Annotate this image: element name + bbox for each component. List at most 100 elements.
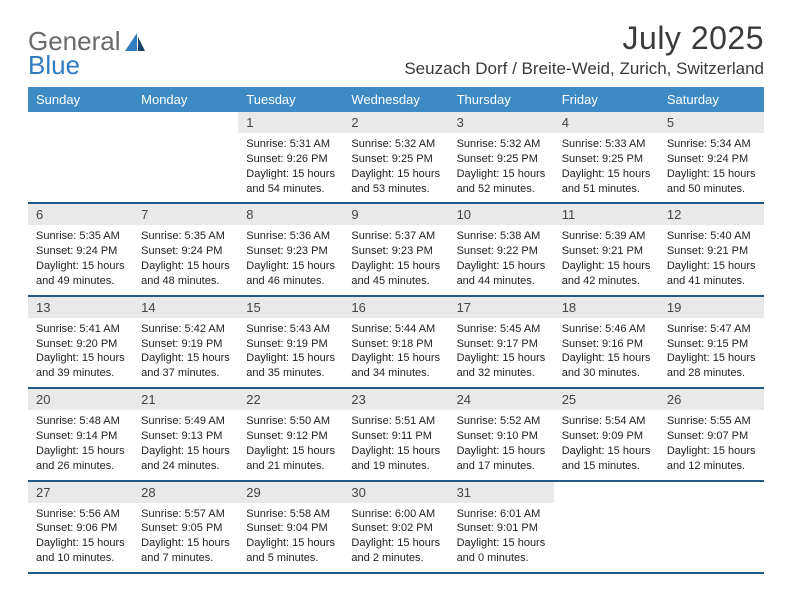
day-number — [659, 482, 764, 488]
day-number: 28 — [133, 482, 238, 503]
day-number: 18 — [554, 297, 659, 318]
day-cell: 19Sunrise: 5:47 AMSunset: 9:15 PMDayligh… — [659, 297, 764, 387]
sunset-text: Sunset: 9:16 PM — [562, 337, 651, 352]
day-cell: 28Sunrise: 5:57 AMSunset: 9:05 PMDayligh… — [133, 482, 238, 572]
day-number: 11 — [554, 204, 659, 225]
day-number: 31 — [449, 482, 554, 503]
sunrise-text: Sunrise: 5:35 AM — [141, 229, 230, 244]
sunrise-text: Sunrise: 5:46 AM — [562, 322, 651, 337]
weekday-label: Sunday — [28, 87, 133, 112]
day-number: 19 — [659, 297, 764, 318]
day-body: Sunrise: 5:48 AMSunset: 9:14 PMDaylight:… — [28, 410, 133, 479]
daylight-text: Daylight: 15 hours — [667, 444, 756, 459]
weekday-header: SundayMondayTuesdayWednesdayThursdayFrid… — [28, 87, 764, 112]
day-number — [554, 482, 659, 488]
day-number: 10 — [449, 204, 554, 225]
day-cell: 11Sunrise: 5:39 AMSunset: 9:21 PMDayligh… — [554, 204, 659, 294]
day-number: 9 — [343, 204, 448, 225]
sunset-text: Sunset: 9:25 PM — [457, 152, 546, 167]
daylight-text: Daylight: 15 hours — [351, 167, 440, 182]
sunset-text: Sunset: 9:21 PM — [667, 244, 756, 259]
daylight-text: Daylight: 15 hours — [667, 351, 756, 366]
sunrise-text: Sunrise: 5:33 AM — [562, 137, 651, 152]
day-number: 1 — [238, 112, 343, 133]
sunrise-text: Sunrise: 5:37 AM — [351, 229, 440, 244]
daylight-text-2: and 2 minutes. — [351, 551, 440, 566]
daylight-text-2: and 30 minutes. — [562, 366, 651, 381]
daylight-text-2: and 44 minutes. — [457, 274, 546, 289]
daylight-text: Daylight: 15 hours — [141, 259, 230, 274]
sunset-text: Sunset: 9:23 PM — [351, 244, 440, 259]
daylight-text-2: and 21 minutes. — [246, 459, 335, 474]
day-number: 17 — [449, 297, 554, 318]
sunset-text: Sunset: 9:24 PM — [141, 244, 230, 259]
daylight-text-2: and 0 minutes. — [457, 551, 546, 566]
weekday-label: Wednesday — [343, 87, 448, 112]
sunset-text: Sunset: 9:20 PM — [36, 337, 125, 352]
daylight-text-2: and 34 minutes. — [351, 366, 440, 381]
day-body: Sunrise: 5:31 AMSunset: 9:26 PMDaylight:… — [238, 133, 343, 202]
day-number: 6 — [28, 204, 133, 225]
sunrise-text: Sunrise: 5:51 AM — [351, 414, 440, 429]
day-cell: 27Sunrise: 5:56 AMSunset: 9:06 PMDayligh… — [28, 482, 133, 572]
day-body: Sunrise: 5:35 AMSunset: 9:24 PMDaylight:… — [133, 225, 238, 294]
day-number: 12 — [659, 204, 764, 225]
weekday-label: Friday — [554, 87, 659, 112]
sunset-text: Sunset: 9:07 PM — [667, 429, 756, 444]
week-row: 1Sunrise: 5:31 AMSunset: 9:26 PMDaylight… — [28, 112, 764, 204]
daylight-text-2: and 48 minutes. — [141, 274, 230, 289]
day-cell — [554, 482, 659, 572]
day-number: 30 — [343, 482, 448, 503]
day-body: Sunrise: 5:58 AMSunset: 9:04 PMDaylight:… — [238, 503, 343, 572]
daylight-text-2: and 37 minutes. — [141, 366, 230, 381]
week-row: 20Sunrise: 5:48 AMSunset: 9:14 PMDayligh… — [28, 389, 764, 481]
sunset-text: Sunset: 9:12 PM — [246, 429, 335, 444]
sunrise-text: Sunrise: 5:54 AM — [562, 414, 651, 429]
sunset-text: Sunset: 9:06 PM — [36, 521, 125, 536]
day-number: 5 — [659, 112, 764, 133]
daylight-text: Daylight: 15 hours — [457, 444, 546, 459]
day-cell: 6Sunrise: 5:35 AMSunset: 9:24 PMDaylight… — [28, 204, 133, 294]
sunset-text: Sunset: 9:02 PM — [351, 521, 440, 536]
daylight-text-2: and 17 minutes. — [457, 459, 546, 474]
day-cell: 8Sunrise: 5:36 AMSunset: 9:23 PMDaylight… — [238, 204, 343, 294]
daylight-text: Daylight: 15 hours — [36, 259, 125, 274]
day-body: Sunrise: 5:45 AMSunset: 9:17 PMDaylight:… — [449, 318, 554, 387]
sunrise-text: Sunrise: 5:49 AM — [141, 414, 230, 429]
daylight-text: Daylight: 15 hours — [667, 167, 756, 182]
weekday-label: Monday — [133, 87, 238, 112]
daylight-text-2: and 41 minutes. — [667, 274, 756, 289]
daylight-text: Daylight: 15 hours — [351, 259, 440, 274]
sunrise-text: Sunrise: 5:31 AM — [246, 137, 335, 152]
daylight-text-2: and 46 minutes. — [246, 274, 335, 289]
day-body: Sunrise: 5:56 AMSunset: 9:06 PMDaylight:… — [28, 503, 133, 572]
daylight-text: Daylight: 15 hours — [457, 259, 546, 274]
day-cell: 26Sunrise: 5:55 AMSunset: 9:07 PMDayligh… — [659, 389, 764, 479]
daylight-text: Daylight: 15 hours — [246, 259, 335, 274]
week-row: 27Sunrise: 5:56 AMSunset: 9:06 PMDayligh… — [28, 482, 764, 574]
daylight-text-2: and 54 minutes. — [246, 182, 335, 197]
day-cell: 10Sunrise: 5:38 AMSunset: 9:22 PMDayligh… — [449, 204, 554, 294]
day-cell: 17Sunrise: 5:45 AMSunset: 9:17 PMDayligh… — [449, 297, 554, 387]
day-number — [28, 112, 133, 118]
sunrise-text: Sunrise: 5:36 AM — [246, 229, 335, 244]
day-cell: 14Sunrise: 5:42 AMSunset: 9:19 PMDayligh… — [133, 297, 238, 387]
daylight-text-2: and 45 minutes. — [351, 274, 440, 289]
sunrise-text: Sunrise: 5:47 AM — [667, 322, 756, 337]
daylight-text: Daylight: 15 hours — [457, 351, 546, 366]
sunset-text: Sunset: 9:19 PM — [246, 337, 335, 352]
day-cell: 16Sunrise: 5:44 AMSunset: 9:18 PMDayligh… — [343, 297, 448, 387]
sunrise-text: Sunrise: 5:39 AM — [562, 229, 651, 244]
daylight-text-2: and 50 minutes. — [667, 182, 756, 197]
sunset-text: Sunset: 9:14 PM — [36, 429, 125, 444]
sunset-text: Sunset: 9:01 PM — [457, 521, 546, 536]
day-number: 25 — [554, 389, 659, 410]
daylight-text-2: and 28 minutes. — [667, 366, 756, 381]
weekday-label: Tuesday — [238, 87, 343, 112]
daylight-text: Daylight: 15 hours — [36, 444, 125, 459]
daylight-text: Daylight: 15 hours — [457, 536, 546, 551]
day-cell: 7Sunrise: 5:35 AMSunset: 9:24 PMDaylight… — [133, 204, 238, 294]
location: Seuzach Dorf / Breite-Weid, Zurich, Swit… — [404, 59, 764, 79]
day-cell: 20Sunrise: 5:48 AMSunset: 9:14 PMDayligh… — [28, 389, 133, 479]
day-body: Sunrise: 5:41 AMSunset: 9:20 PMDaylight:… — [28, 318, 133, 387]
